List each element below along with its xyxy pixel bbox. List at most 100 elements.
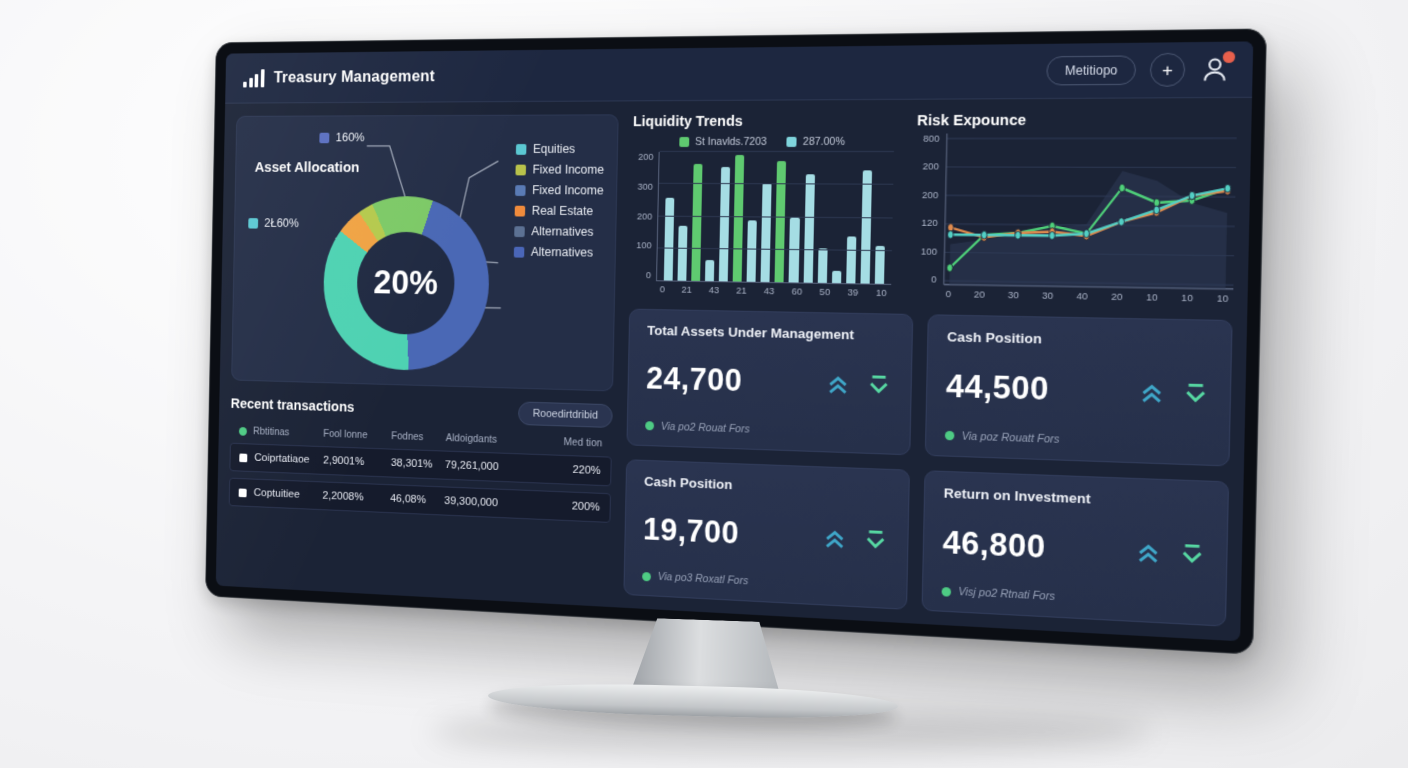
table-header-cell: Fodnes: [391, 430, 424, 444]
stat-card-title: Cash Position: [946, 329, 1042, 347]
legend-swatch-icon: [515, 164, 526, 175]
user-icon[interactable]: [1199, 51, 1236, 84]
risk-plot: 800 200 200 120 100 0: [914, 133, 1237, 290]
bar: [817, 248, 828, 283]
tick-label: 800: [923, 133, 940, 145]
monitor-stand-base: [487, 680, 899, 722]
table-cell: 2,2008%: [322, 490, 364, 504]
bar: [831, 270, 842, 284]
tick-label: 21: [736, 285, 747, 297]
tick-label: 39: [847, 287, 859, 299]
bar: [860, 170, 872, 284]
trend-icons: [824, 370, 892, 398]
stat-card-return-on-investment: Return on Investment 46,800 Visj po2 Rtn…: [921, 469, 1230, 627]
tick-label: 10: [875, 287, 887, 300]
legend-label: Fixed Income: [531, 183, 604, 198]
data-point: [947, 264, 953, 272]
legend-swatch-icon: [514, 184, 526, 196]
data-point: [1049, 232, 1055, 240]
liquidity-bars: [657, 152, 894, 284]
tick-label: 300: [637, 181, 654, 193]
bar-chart-logo-icon: [243, 68, 265, 88]
legend-swatch-icon: [514, 205, 526, 217]
right-column: Liquidity Trends St Inavlds.7203 287.00%…: [623, 112, 1237, 627]
recent-transactions-section: Recent transactions Rooedirtdribid Rbtit…: [227, 393, 613, 594]
charts-row: Liquidity Trends St Inavlds.7203 287.00%…: [629, 112, 1237, 305]
liquidity-trends-chart: Liquidity Trends St Inavlds.7203 287.00%…: [629, 113, 894, 299]
checkbox-icon[interactable]: [238, 487, 247, 497]
data-point: [981, 231, 987, 239]
legend-label: Equities: [532, 142, 576, 156]
bar: [845, 236, 857, 284]
legend-label: Fixed Income: [532, 162, 605, 177]
tick-label: 200: [921, 189, 939, 202]
table-cell: 2,9001%: [323, 454, 365, 468]
status-dot-icon: [645, 421, 655, 431]
transactions-action-button[interactable]: Rooedirtdribid: [518, 401, 613, 429]
tick-label: 0: [659, 284, 665, 296]
bar: [774, 161, 787, 283]
brand: Treasury Management: [243, 67, 435, 88]
legend-swatch-icon: [514, 225, 525, 237]
data-point: [1153, 199, 1159, 207]
data-point: [1153, 206, 1159, 214]
stat-card-footer: Visj po2 Rtnati Fors: [941, 585, 1205, 611]
callout-text: 160%: [335, 130, 365, 145]
gridline: [659, 150, 894, 153]
callout-text: 2Ł60%: [264, 216, 300, 230]
stat-card-value: 19,700: [642, 511, 740, 551]
tick-label: 120: [921, 217, 938, 230]
status-dot-icon: [944, 430, 955, 441]
menu-button[interactable]: Metitiopo: [1046, 55, 1137, 86]
y-axis-line: [944, 134, 947, 285]
legend-swatch-icon: [679, 136, 690, 147]
asset-allocation-title: Asset Allocation: [254, 159, 360, 176]
trend-icons: [1137, 378, 1210, 407]
tick-label: 20: [973, 289, 986, 301]
table-cell: 38,301%: [390, 457, 433, 471]
dashboard-content: Asset Allocation 160% 2Ł60%: [216, 98, 1252, 641]
bar: [746, 219, 758, 282]
tick-label: 40: [1076, 290, 1088, 303]
data-point: [947, 231, 953, 239]
bar: [691, 164, 703, 281]
risk-x-axis: 0 20 30 30 40 20 10 10 10: [941, 286, 1233, 305]
liquidity-y-axis: 200 300 200 100 0: [630, 152, 659, 281]
risk-line-svg: [942, 133, 1237, 290]
risk-exposure-chart: Risk Expounce 800 200 200 120 100 0 0 20 30 30 40…: [913, 112, 1237, 305]
legend-swatch-icon: [513, 246, 525, 258]
checkbox-icon[interactable]: [239, 453, 248, 462]
stat-card-title: Return on Investment: [943, 484, 1091, 507]
stat-card-value: 44,500: [945, 368, 1050, 408]
swatch-icon: [319, 132, 330, 143]
status-dot-icon: [641, 571, 651, 581]
legend-swatch-icon: [786, 136, 797, 147]
liquidity-trends-title: Liquidity Trends: [632, 113, 743, 131]
transactions-title: Recent transactions: [230, 396, 355, 416]
table-row[interactable]: Coptuitiee 2,2008% 46,08% 39,300,000 200…: [228, 477, 611, 523]
table-cell: 220%: [572, 464, 601, 478]
liquidity-legend: St Inavlds.7203 287.00%: [632, 136, 894, 148]
risk-exposure-title: Risk Expounce: [917, 112, 1027, 130]
chevron-down-line-icon: [865, 371, 892, 398]
bar: [874, 246, 885, 284]
trend-icons: [821, 524, 889, 553]
stat-card-footer: Via poz Rouatt Fors: [944, 429, 1209, 450]
dashboard-screen: Treasury Management Metitiopo +: [215, 41, 1254, 642]
legend-item: Real Estate: [514, 204, 603, 218]
tick-label: 0: [931, 274, 937, 286]
donut-center-value: 20%: [373, 263, 439, 303]
donut-callout-label: 160%: [319, 130, 365, 145]
double-chevron-up-icon: [821, 524, 848, 552]
chevron-down-line-icon: [1178, 539, 1207, 568]
legend-item: St Inavlds.7203: [679, 136, 767, 148]
table-cell: 46,08%: [390, 492, 427, 507]
tick-label: 60: [791, 286, 803, 298]
double-chevron-up-icon: [1137, 378, 1166, 406]
data-point: [1119, 184, 1125, 192]
donut-hole: 20%: [356, 231, 456, 336]
tick-label: 100: [636, 240, 652, 252]
add-button[interactable]: +: [1149, 52, 1186, 87]
liquidity-plot: 200 300 200 100 0: [630, 150, 894, 285]
status-dot-icon: [238, 426, 248, 436]
